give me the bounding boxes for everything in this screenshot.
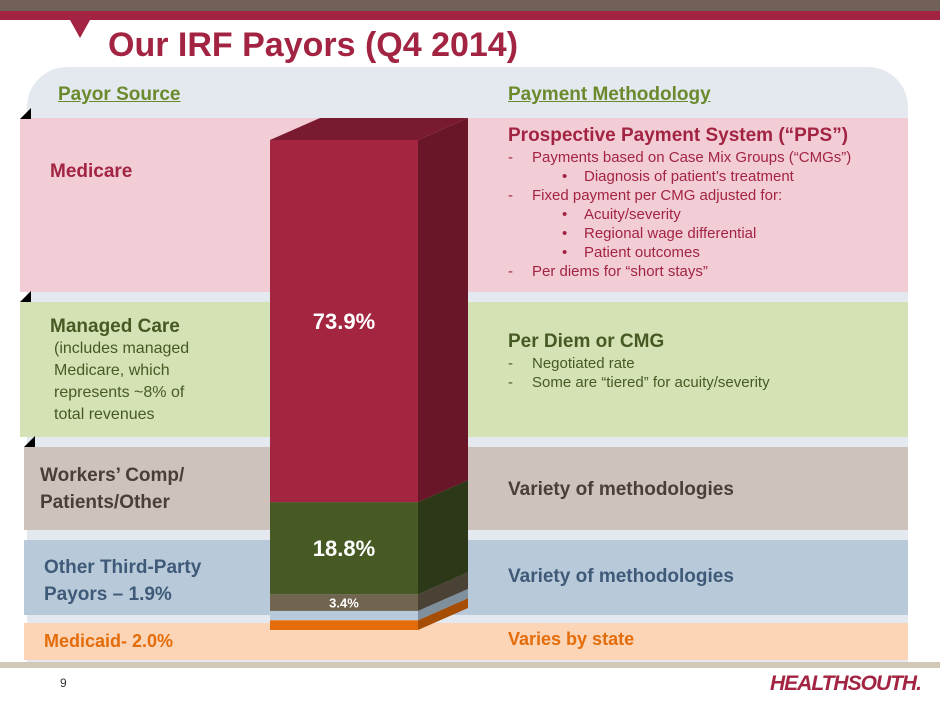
item-text: Some are “tiered” for acuity/severity <box>532 374 770 391</box>
dash-item: - Negotiated rate <box>508 354 770 373</box>
title-notch <box>70 20 90 38</box>
dash-marker: - <box>508 187 513 204</box>
dash-item: - Some are “tiered” for acuity/severity <box>508 373 770 392</box>
bar-segment-4 <box>270 620 418 630</box>
bullet-icon: • <box>562 168 568 185</box>
methodology-heading: Prospective Payment System (“PPS”) <box>508 125 849 146</box>
bar-segment-3 <box>270 610 418 621</box>
bullet-item: • Diagnosis of patient’s treatment <box>508 167 851 186</box>
methodology-heading: Per Diem or CMG <box>508 331 665 352</box>
page-title: Our IRF Payors (Q4 2014) <box>108 26 519 64</box>
band-medicaid <box>24 623 908 660</box>
item-text: Regional wage differential <box>584 225 757 242</box>
header-payor-source: Payor Source <box>58 84 181 105</box>
bullet-item: • Acuity/severity <box>508 205 851 224</box>
label-line: Workers’ Comp/ <box>40 465 185 486</box>
data-label-1: 18.8% <box>313 536 375 561</box>
header-payment-methodology: Payment Methodology <box>508 84 711 105</box>
bullet-icon: • <box>562 244 568 261</box>
corner-marker-icon <box>20 291 31 302</box>
item-text: Fixed payment per CMG adjusted for: <box>532 187 783 204</box>
methodology-heading: Variety of methodologies <box>508 566 734 587</box>
label-line: Patients/Other <box>40 492 170 513</box>
dash-marker: - <box>508 374 513 391</box>
bar-segment-0 <box>270 140 418 503</box>
methodology-workers-comp: Variety of methodologies <box>508 480 734 499</box>
label-medicaid: Medicaid- 2.0% <box>44 631 174 651</box>
bullet-item: • Regional wage differential <box>508 224 851 243</box>
methodology-other-third-party: Variety of methodologies <box>508 567 734 586</box>
sublabel-line: (includes managed <box>54 340 190 357</box>
corner-marker-icon <box>24 436 35 447</box>
methodology-managed-care: Per Diem or CMG - Negotiated rate - Some ar… <box>508 330 770 392</box>
label-medicare: Medicare <box>50 161 133 182</box>
sublabel-line: represents ~8% of <box>54 384 185 401</box>
sublabel-line: Medicare, which <box>54 362 170 379</box>
healthsouth-logo: HEALTHSOUTH. <box>770 672 922 695</box>
bar-side-2 <box>418 572 468 611</box>
label-line: Payors – 1.9% <box>44 584 172 605</box>
bar-segment-1 <box>270 502 418 595</box>
sublabel-line: total revenues <box>54 406 155 423</box>
bullet-item: • Patient outcomes <box>508 243 851 262</box>
page-number: 9 <box>60 676 67 690</box>
bar-top <box>270 118 468 140</box>
item-text: Acuity/severity <box>584 206 681 223</box>
methodology-heading: Varies by state <box>508 629 635 649</box>
methodology-medicaid: Varies by state <box>508 630 634 649</box>
corner-marker-icon <box>20 108 31 119</box>
accent-bar <box>0 11 940 20</box>
methodology-medicare: Prospective Payment System (“PPS”) - Paym… <box>508 124 851 281</box>
label-workers-comp: Workers’ Comp/ Patients/Other <box>40 462 184 516</box>
bullet-icon: • <box>562 225 568 242</box>
dash-item: - Fixed payment per CMG adjusted for: <box>508 186 851 205</box>
bar-side-3 <box>418 588 468 621</box>
bar-side-1 <box>418 480 468 595</box>
label-other-third-party: Other Third-Party Payors – 1.9% <box>44 554 201 608</box>
item-text: Patient outcomes <box>584 244 700 261</box>
dash-marker: - <box>508 263 513 280</box>
bar-segment-2 <box>270 594 418 611</box>
dash-item: - Per diems for “short stays” <box>508 262 851 281</box>
data-label-0: 73.9% <box>313 309 375 334</box>
item-text: Diagnosis of patient’s treatment <box>584 168 794 185</box>
top-bar <box>0 0 940 11</box>
label-managed-care: Managed Care <box>50 316 180 337</box>
item-text: Payments based on Case Mix Groups (“CMGs… <box>532 149 852 166</box>
data-label-2: 3.4% <box>329 596 359 611</box>
label-line: Other Third-Party <box>44 557 202 578</box>
dash-marker: - <box>508 149 513 166</box>
item-text: Negotiated rate <box>532 355 635 372</box>
dash-marker: - <box>508 355 513 372</box>
bar-side-0 <box>418 118 468 503</box>
footer-line <box>0 662 940 668</box>
item-text: Per diems for “short stays” <box>532 263 708 280</box>
methodology-heading: Variety of methodologies <box>508 479 734 500</box>
label-managed-care-block: Managed Care (includes managed Medicare,… <box>50 316 189 426</box>
dash-item: - Payments based on Case Mix Groups (“CMG… <box>508 148 851 167</box>
bullet-icon: • <box>562 206 568 223</box>
bar-side-4 <box>418 598 468 630</box>
